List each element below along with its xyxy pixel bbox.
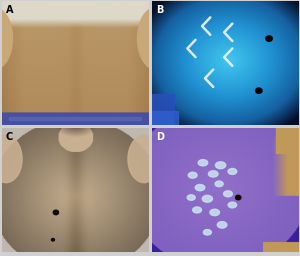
Ellipse shape (224, 191, 232, 197)
Ellipse shape (137, 7, 174, 70)
Ellipse shape (203, 230, 211, 235)
Bar (2, 113, 148, 125)
Ellipse shape (228, 168, 237, 174)
Ellipse shape (0, 7, 13, 70)
Ellipse shape (187, 195, 195, 200)
Text: B: B (156, 5, 163, 15)
Text: D: D (156, 132, 164, 142)
Ellipse shape (198, 160, 208, 166)
Bar (9, 117, 141, 121)
Bar (277, 128, 298, 153)
Ellipse shape (195, 185, 205, 191)
Ellipse shape (208, 171, 218, 177)
Ellipse shape (215, 181, 223, 187)
Bar (152, 94, 174, 125)
Circle shape (266, 36, 272, 41)
Circle shape (52, 239, 54, 241)
Circle shape (236, 195, 241, 200)
Ellipse shape (193, 207, 202, 213)
Circle shape (53, 210, 58, 215)
Ellipse shape (202, 195, 212, 202)
Text: A: A (6, 5, 14, 15)
Text: C: C (6, 132, 13, 142)
Circle shape (256, 88, 262, 93)
Ellipse shape (228, 202, 237, 208)
Ellipse shape (215, 162, 226, 169)
Ellipse shape (128, 135, 160, 183)
Ellipse shape (217, 222, 227, 228)
Ellipse shape (188, 172, 197, 178)
Bar (152, 111, 178, 125)
Ellipse shape (0, 135, 22, 183)
Ellipse shape (210, 209, 220, 216)
